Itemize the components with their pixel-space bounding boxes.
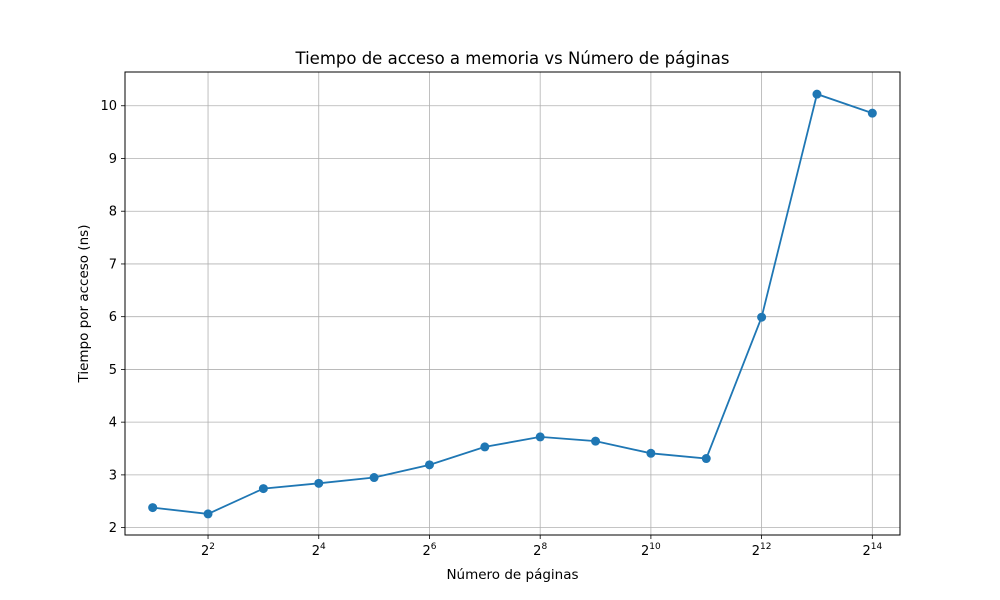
data-point (701, 454, 711, 464)
x-tick-label: 212 (752, 542, 772, 559)
y-tick-label: 10 (100, 99, 117, 114)
y-axis-label: Tiempo por acceso (ns) (76, 225, 92, 384)
data-point (314, 478, 324, 488)
data-point (148, 503, 158, 513)
y-tick-label: 8 (109, 205, 117, 220)
data-point (646, 448, 656, 458)
data-point (424, 460, 434, 470)
y-axis-ticks: 2 3 4 5 6 7 8 9 10 (100, 99, 125, 536)
x-tick-label: 210 (641, 542, 661, 559)
data-point (480, 442, 490, 452)
data-points (148, 89, 877, 519)
x-tick-label: 214 (862, 542, 882, 559)
plot-frame (124, 71, 901, 536)
y-tick-label: 3 (109, 468, 117, 483)
data-point (203, 509, 213, 519)
data-point (535, 432, 545, 442)
data-point (369, 473, 379, 483)
data-point (258, 484, 268, 494)
x-tick-label: 24 (312, 542, 326, 559)
chart-title: Tiempo de acceso a memoria vs Número de … (295, 49, 730, 68)
y-tick-label: 6 (109, 310, 117, 325)
x-tick-label: 28 (533, 542, 547, 559)
y-tick-label: 2 (109, 521, 117, 536)
grid-lines (125, 72, 900, 535)
series-line (152, 92, 873, 515)
x-axis-label: Número de páginas (446, 567, 578, 583)
x-tick-label: 22 (201, 542, 215, 559)
data-point (757, 312, 767, 322)
y-tick-label: 9 (109, 152, 117, 167)
data-point (867, 108, 877, 118)
y-tick-label: 5 (109, 363, 117, 378)
data-point (591, 436, 601, 446)
y-tick-label: 7 (109, 257, 117, 272)
y-tick-label: 4 (109, 416, 117, 431)
data-point (812, 89, 822, 99)
x-axis-ticks: 22 24 26 28 210 212 214 (201, 535, 882, 559)
x-tick-label: 26 (422, 542, 436, 559)
